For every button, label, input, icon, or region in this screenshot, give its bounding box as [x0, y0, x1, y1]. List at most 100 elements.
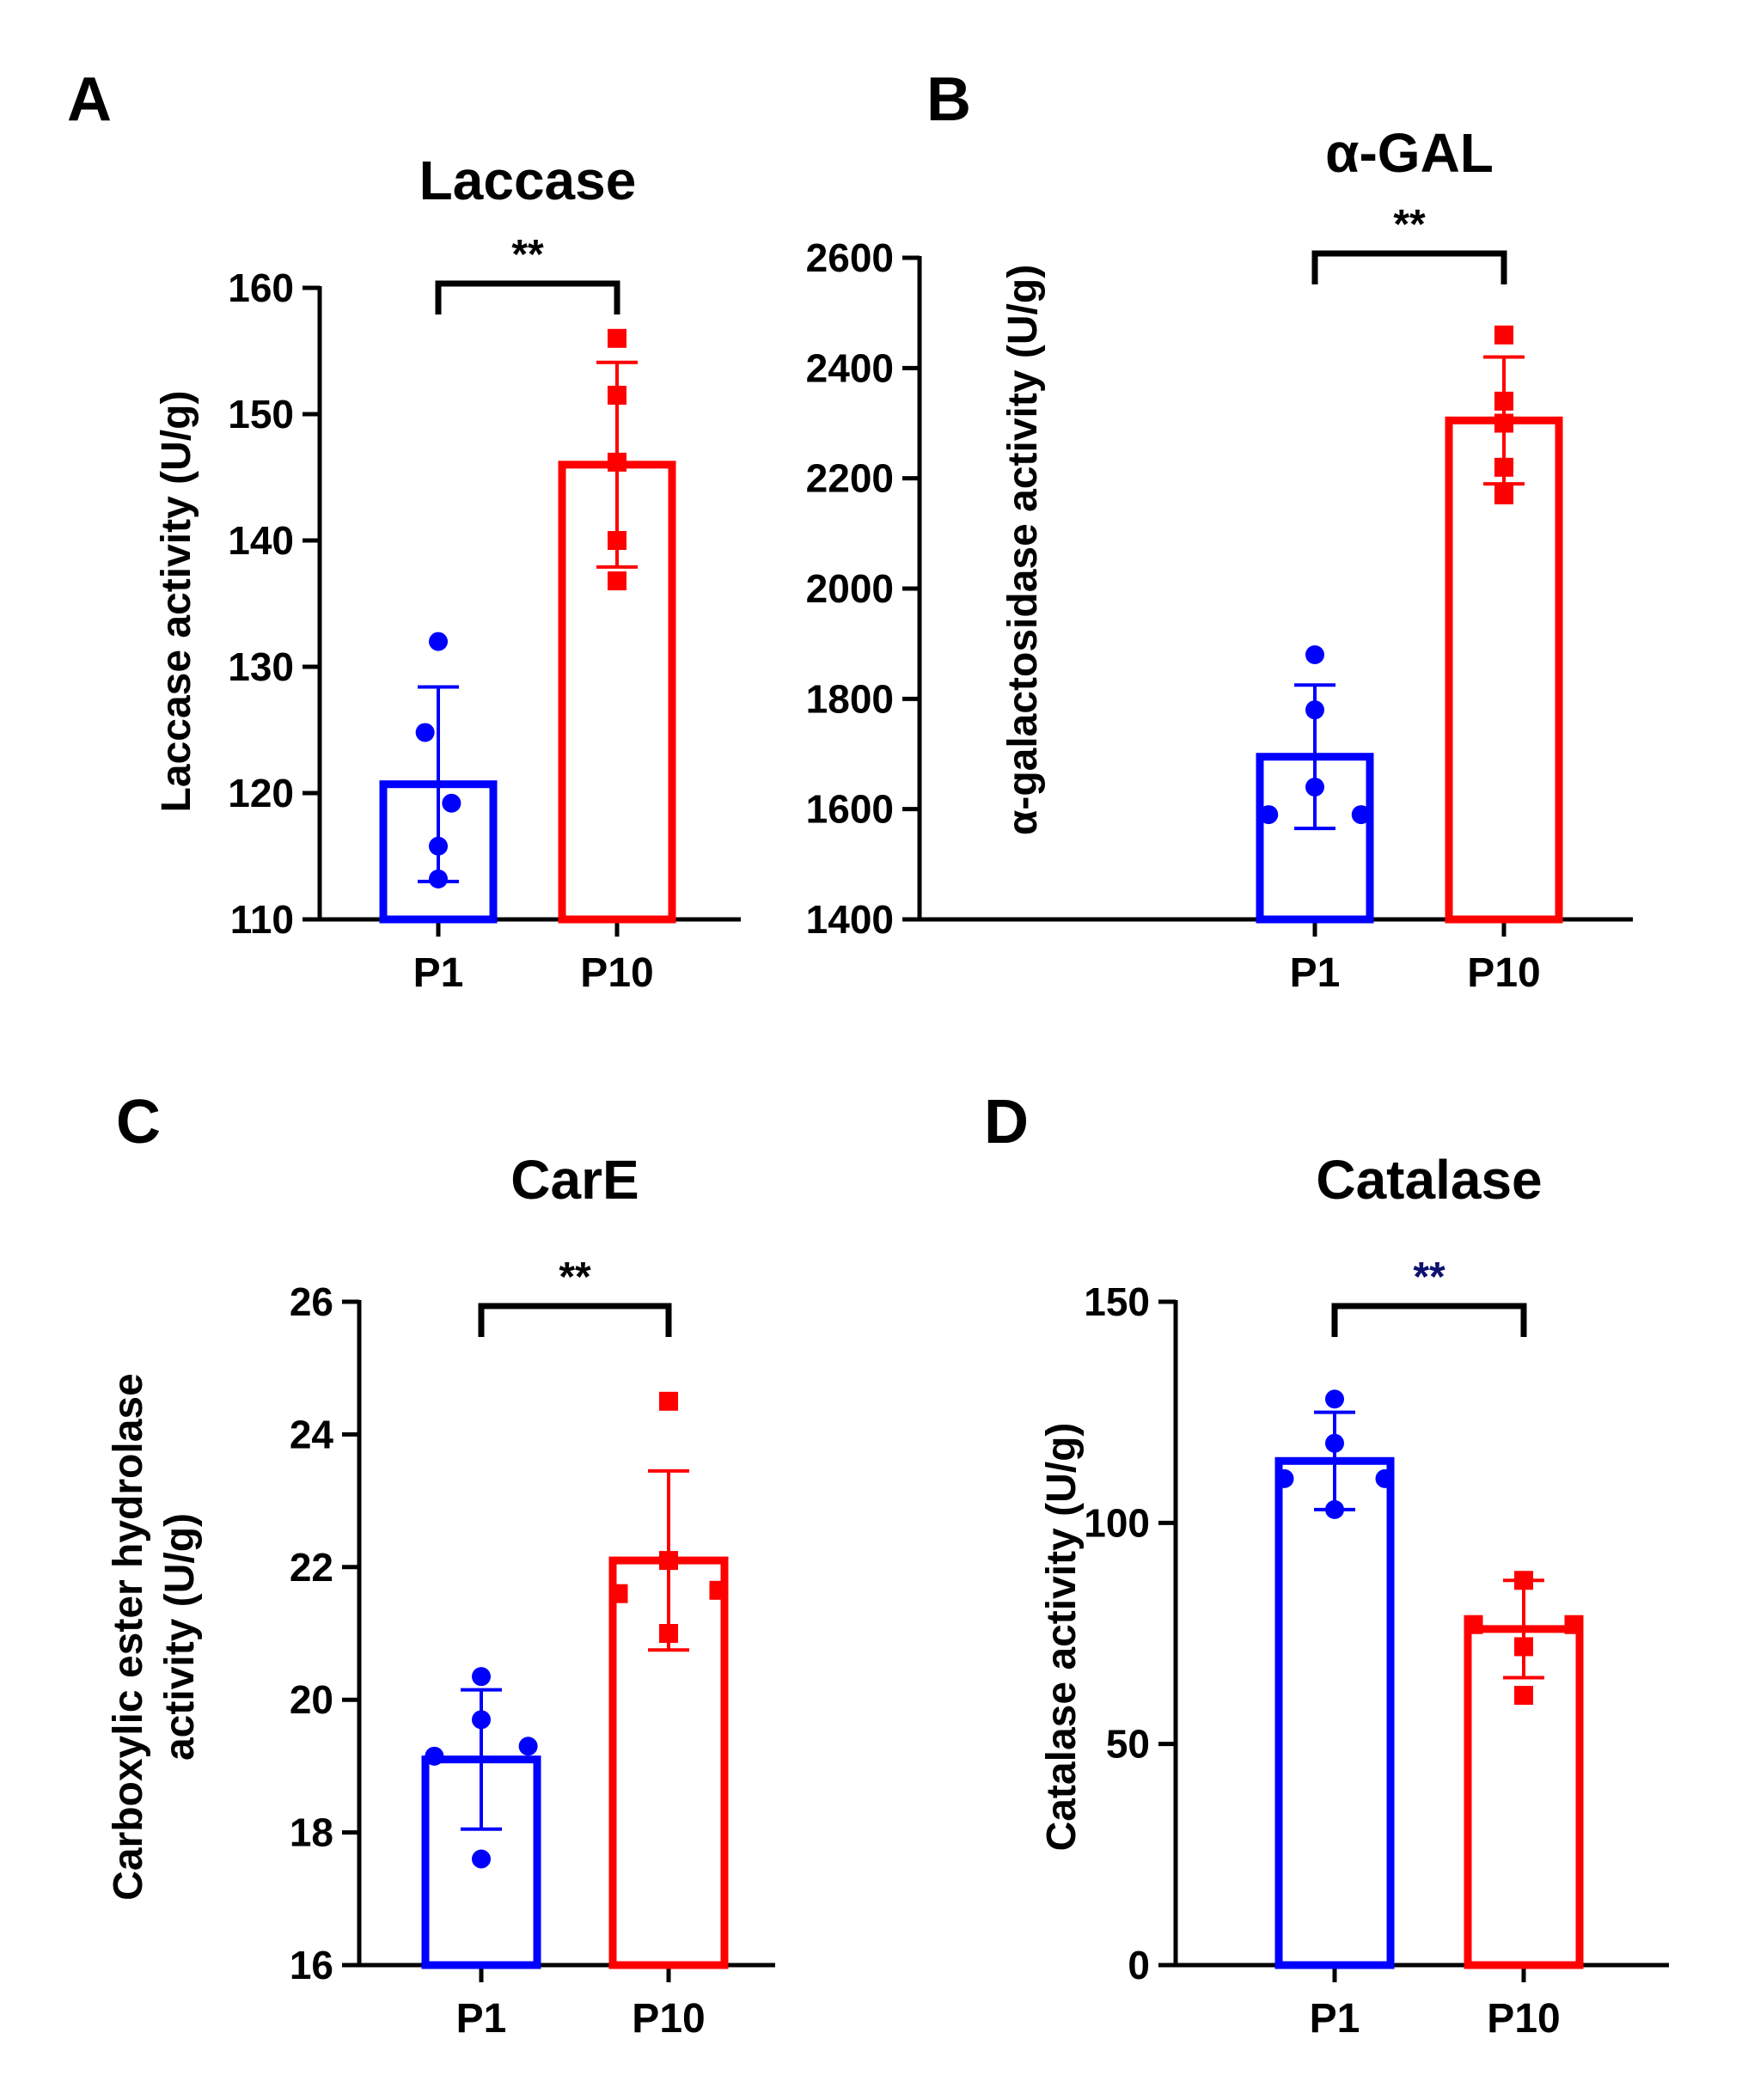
data-point-p10: [608, 328, 626, 348]
data-point-p1: [429, 632, 448, 651]
y-tick-label: 100: [1084, 1500, 1150, 1545]
data-point-p10: [659, 1551, 678, 1571]
y-tick-label: 16: [290, 1943, 333, 1987]
chart-title: Laccase: [419, 150, 637, 211]
significance-bracket: [478, 1303, 672, 1337]
chart-panel-a: A Laccase Laccase activity (U/g) 110 120 130 1…: [67, 65, 741, 996]
data-point-p10: [1494, 485, 1513, 504]
data-point-p10: [1514, 1637, 1533, 1657]
data-point-p1: [1305, 645, 1324, 664]
data-point-p1: [1325, 1433, 1344, 1453]
data-point-p10: [1564, 1615, 1584, 1634]
y-tick-label: 2000: [806, 566, 894, 611]
y-tick-label: 18: [290, 1810, 333, 1855]
y-tick-label: 2600: [806, 235, 894, 280]
data-point-p1: [429, 869, 448, 888]
x-tick-label: P10: [1487, 1996, 1560, 2042]
data-point-p10: [608, 571, 626, 591]
panel-letter: C: [116, 1088, 161, 1157]
data-point-p1: [1375, 1468, 1395, 1488]
y-axis-label-line: α-galactosidase activity (U/g): [1000, 265, 1046, 835]
y-axis-label-line: Catalase activity (U/g): [1039, 1423, 1085, 1852]
y-tick-label: 2200: [806, 456, 894, 501]
significance-label: **: [1413, 1255, 1445, 1300]
x-tick-label: P1: [413, 950, 464, 996]
y-tick-label: 1800: [806, 676, 894, 721]
y-tick-label: 110: [230, 897, 294, 942]
x-tick-label: P10: [580, 950, 653, 996]
y-tick-label: 24: [290, 1412, 334, 1456]
y-axis-label-line: Carboxylic ester hydrolase: [106, 1373, 151, 1901]
data-point-p10: [1514, 1686, 1533, 1706]
panel-letter: A: [67, 65, 112, 134]
y-tick-label: 160: [228, 266, 294, 310]
data-point-p10: [608, 385, 626, 405]
data-point-p1: [472, 1710, 491, 1730]
data-point-p1: [518, 1737, 538, 1756]
y-tick-label: 1400: [806, 897, 894, 942]
data-point-p10: [1494, 413, 1513, 433]
data-point-p1: [1305, 778, 1324, 797]
data-point-p10: [608, 531, 626, 550]
panel-letter: D: [984, 1088, 1029, 1157]
y-axis-label-line: Laccase activity (U/g): [154, 391, 199, 813]
chart-title: α-GAL: [1325, 122, 1494, 184]
significance-label: **: [1393, 202, 1426, 247]
y-tick-label: 50: [1106, 1722, 1150, 1767]
y-tick-label: 150: [228, 392, 294, 436]
data-point-p10: [1494, 325, 1513, 345]
x-tick-label: P10: [1467, 950, 1540, 996]
chart-title: CarE: [510, 1149, 639, 1211]
data-point-p10: [608, 1584, 628, 1603]
y-axis-label: Catalase activity (U/g): [1039, 1423, 1085, 1852]
data-point-p10: [709, 1580, 729, 1600]
significance-label: **: [511, 232, 544, 278]
x-tick-label: P10: [632, 1996, 705, 2042]
chart-title: Catalase: [1316, 1149, 1542, 1211]
data-point-p10: [1494, 457, 1513, 477]
data-point-p10: [659, 1391, 678, 1411]
data-point-p10: [659, 1624, 678, 1643]
y-tick-label: 22: [290, 1545, 333, 1590]
data-point-p1: [415, 723, 435, 742]
data-point-p1: [472, 1849, 491, 1869]
data-point-p1: [1325, 1499, 1344, 1519]
x-tick-label: P1: [456, 1996, 507, 2042]
data-point-p1: [1259, 805, 1279, 825]
y-tick-label: 1600: [806, 787, 894, 832]
significance-bracket: [1311, 250, 1507, 284]
y-tick-label: 20: [290, 1677, 333, 1722]
chart-panel-d: D Catalase Catalase activity (U/g) 0 50 100 15…: [984, 1088, 1669, 2042]
data-point-p1: [472, 1667, 491, 1687]
data-point-p10: [1464, 1615, 1483, 1634]
significance-bracket: [1331, 1303, 1527, 1337]
data-point-p1: [1274, 1468, 1294, 1488]
y-axis-label: Laccase activity (U/g): [154, 391, 199, 813]
chart-panel-c: C CarE Carboxylic ester hydrolase activity …: [106, 1088, 775, 2042]
significance-label: **: [559, 1255, 591, 1300]
y-tick-label: 120: [228, 771, 294, 815]
y-tick-label: 130: [228, 644, 294, 689]
data-point-p1: [429, 836, 448, 856]
significance-bracket: [435, 280, 620, 314]
panel-letter: B: [926, 65, 971, 134]
data-point-p1: [425, 1746, 444, 1766]
data-point-p10: [1494, 391, 1513, 411]
y-axis-label: Carboxylic ester hydrolase activity (U/g): [106, 1373, 203, 1901]
data-point-p1: [1325, 1389, 1344, 1409]
x-tick-label: P1: [1310, 1996, 1360, 2042]
y-tick-label: 26: [290, 1279, 333, 1324]
data-point-p10: [608, 452, 626, 472]
x-tick-label: P1: [1290, 950, 1341, 996]
y-axis-label: α-galactosidase activity (U/g): [1000, 265, 1046, 835]
y-tick-label: 140: [228, 518, 294, 563]
data-point-p1: [1305, 700, 1324, 720]
chart-panel-b: Bα-GAL α-galactosidase activity (U/g) 1400…: [806, 65, 1633, 996]
y-tick-label: 2400: [806, 345, 894, 390]
data-point-p1: [1351, 805, 1371, 825]
y-axis-label-line: activity (U/g): [157, 1513, 203, 1761]
y-tick-label: 0: [1128, 1943, 1150, 1987]
data-point-p1: [442, 793, 461, 813]
